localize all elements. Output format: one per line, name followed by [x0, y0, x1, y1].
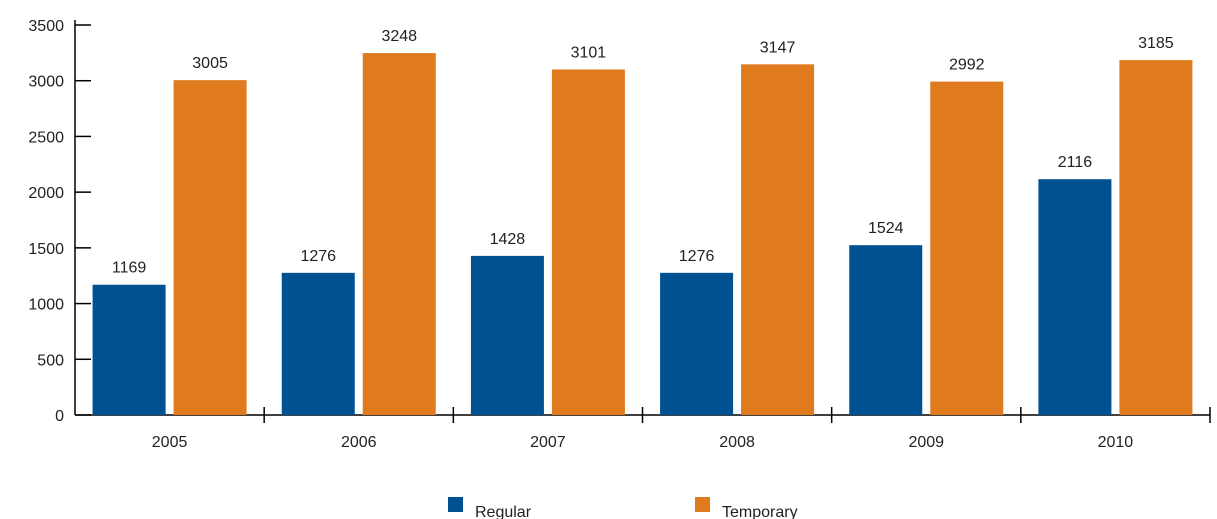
- x-axis: 2005 2006 2007 2008 2009 2010: [75, 407, 1211, 451]
- x-tick-label: 2008: [719, 434, 755, 451]
- x-tick-label: 2009: [908, 434, 944, 451]
- y-tick-label: 2500: [28, 129, 64, 146]
- data-label: 3005: [192, 55, 228, 72]
- bar-regular-2006: [281, 272, 355, 415]
- legend-swatch-temporary: [695, 497, 710, 512]
- legend-swatch-regular: [448, 497, 463, 512]
- data-label: 3185: [1138, 35, 1174, 52]
- data-label: 3101: [571, 44, 607, 61]
- bar-regular-2009: [849, 245, 923, 415]
- x-tick-label: 2007: [530, 434, 566, 451]
- data-label: 1428: [490, 231, 526, 248]
- x-tick-label: 2006: [341, 434, 377, 451]
- data-label: 2116: [1058, 154, 1093, 171]
- y-tick-label: 1500: [28, 241, 64, 258]
- bar-temporary-2009: [930, 81, 1004, 415]
- bar-temporary-2010: [1119, 60, 1193, 415]
- data-label: 3147: [760, 39, 796, 56]
- bar-regular-2008: [660, 272, 734, 415]
- data-label: 1169: [112, 260, 147, 277]
- y-tick-label: 3500: [28, 18, 64, 35]
- bar-temporary-2006: [362, 53, 436, 416]
- bar-temporary-2007: [551, 69, 625, 416]
- bar-regular-2007: [470, 255, 544, 415]
- legend: Regular Temporary: [448, 497, 798, 519]
- y-tick-label: 2000: [28, 185, 64, 202]
- data-label: 1276: [300, 248, 336, 265]
- bar-temporary-2008: [741, 64, 815, 415]
- y-tick-label: 1000: [28, 297, 64, 314]
- y-tick-label: 0: [55, 408, 64, 425]
- legend-label-regular: Regular: [475, 504, 532, 519]
- y-tick-label: 3000: [28, 74, 64, 91]
- data-label: 1276: [679, 248, 715, 265]
- y-axis: 0 500 1000 1500 2000 2500 3000 3500: [28, 18, 91, 425]
- data-labels: 1169 1276 1428 1276 1524 2116 3005 3248 3101 3147…: [112, 28, 1174, 277]
- data-label: 1524: [868, 220, 904, 237]
- x-tick-label: 2005: [152, 434, 188, 451]
- y-tick-label: 500: [37, 352, 64, 369]
- bar-temporary-2005: [173, 80, 247, 416]
- bar-regular-2005: [92, 284, 166, 415]
- x-tick-label: 2010: [1098, 434, 1134, 451]
- bars: [92, 53, 1193, 416]
- legend-label-temporary: Temporary: [722, 504, 798, 519]
- data-label: 3248: [381, 28, 417, 45]
- data-label: 2992: [949, 57, 985, 74]
- bar-regular-2010: [1038, 179, 1112, 415]
